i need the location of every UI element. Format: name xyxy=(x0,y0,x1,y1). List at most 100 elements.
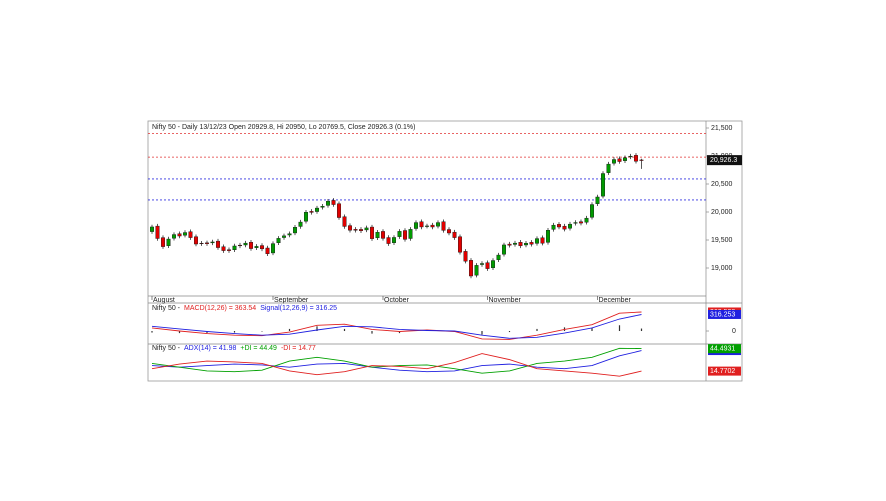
candle-body xyxy=(237,244,242,247)
x-tick-label: August xyxy=(153,297,175,304)
candle-body xyxy=(480,263,485,265)
y-tick-label: 0 xyxy=(732,328,736,335)
histogram-bar xyxy=(508,331,511,333)
candle-body xyxy=(491,260,496,268)
y-tick-label: 21,500 xyxy=(711,125,733,132)
histogram-bar xyxy=(398,331,401,334)
legend: Nifty 50 - MACD(12,26) = 363.54 Signal(12,… xyxy=(152,305,337,312)
candle-body xyxy=(177,233,182,237)
candle-body xyxy=(414,222,419,229)
candle-body xyxy=(188,231,193,238)
candle-body xyxy=(590,204,595,218)
y-tick-label: 20,000 xyxy=(711,209,733,216)
y-tick-label: 19,500 xyxy=(711,237,733,244)
candle-body xyxy=(210,241,215,244)
legend-title: Nifty 50 - xyxy=(152,345,181,352)
candle-body xyxy=(243,242,248,246)
histogram-bar xyxy=(233,331,236,333)
price-badge-label: 20,926.3 xyxy=(710,157,737,164)
value-badge xyxy=(708,366,741,376)
candle-body xyxy=(287,233,292,236)
indicator-line xyxy=(151,311,642,340)
candle-body xyxy=(232,245,237,251)
x-tick-label: September xyxy=(274,297,309,304)
candle-body xyxy=(628,155,633,158)
legend-entry: Signal(12,26,9) = 316.25 xyxy=(260,305,337,312)
histogram-bar xyxy=(316,326,318,332)
candle-body xyxy=(271,243,276,254)
candle-body xyxy=(171,234,176,239)
candle-body xyxy=(535,238,540,244)
histogram-bar xyxy=(481,331,483,335)
candle-body xyxy=(595,196,600,204)
candle-body xyxy=(276,238,281,244)
candle-body xyxy=(337,203,342,218)
indicator-line xyxy=(151,347,642,374)
candle-body xyxy=(221,246,226,251)
legend-entry: MACD(12,26) = 363.54 xyxy=(184,305,256,312)
legend-title: Nifty 50 - xyxy=(152,305,181,312)
candle-body xyxy=(551,224,556,230)
candle-body xyxy=(634,155,639,162)
candle-body xyxy=(149,226,154,232)
candle-body xyxy=(364,227,369,231)
candle-body xyxy=(298,221,303,227)
candle-body xyxy=(397,231,402,237)
candle-body xyxy=(386,237,391,244)
candle-body xyxy=(601,173,606,197)
candle-body xyxy=(579,221,584,224)
candle-body xyxy=(381,231,386,239)
histogram-bar xyxy=(618,325,621,332)
candle-body xyxy=(359,229,364,231)
candle-body xyxy=(265,247,270,254)
candle-body xyxy=(293,227,298,234)
candle-body xyxy=(485,262,490,269)
candle-body xyxy=(282,235,287,238)
x-tick-label: November xyxy=(489,297,522,304)
candle-body xyxy=(441,221,446,231)
legend: Nifty 50 - ADX(14) = 41.98 +DI = 44.49 -DI … xyxy=(152,345,316,352)
candle-body xyxy=(331,200,336,205)
indicator-line xyxy=(151,314,642,339)
histogram-bar xyxy=(206,331,208,334)
candle-body xyxy=(474,265,479,276)
candle-body xyxy=(562,225,567,230)
candle-body xyxy=(463,251,468,262)
indicator-line xyxy=(151,350,642,373)
y-tick-label: 19,000 xyxy=(711,265,733,272)
candle-body xyxy=(524,242,529,246)
candle-body xyxy=(469,260,474,277)
histogram-bar xyxy=(371,331,373,334)
candle-body xyxy=(507,243,512,246)
legend-entry: ADX(14) = 41.98 xyxy=(184,345,236,352)
candle-body xyxy=(502,244,507,255)
candle-body xyxy=(199,242,204,244)
candle-body xyxy=(166,238,171,246)
histogram-bar xyxy=(288,328,291,332)
candle-body xyxy=(419,221,424,228)
candle-body xyxy=(375,232,380,239)
candle-body xyxy=(254,246,259,248)
candle-body xyxy=(370,226,375,239)
candle-body xyxy=(513,242,518,245)
candle-body xyxy=(155,225,160,239)
candle-body xyxy=(496,254,501,260)
candle-body xyxy=(304,212,309,222)
price-badge xyxy=(707,155,742,166)
indicator-line xyxy=(151,353,642,377)
histogram-bar xyxy=(536,328,538,332)
histogram-bar xyxy=(640,328,643,332)
candle-body xyxy=(315,207,320,212)
value-badge-label: 44.4931 xyxy=(710,345,735,352)
value-badge-label: 14.7702 xyxy=(710,368,735,375)
candle-body xyxy=(546,229,551,243)
candle-body xyxy=(182,232,187,236)
candle-body xyxy=(260,245,265,250)
histogram-bar xyxy=(178,331,181,334)
histogram-bar xyxy=(343,328,346,332)
value-badge xyxy=(708,344,741,354)
candle-body xyxy=(193,236,198,245)
candle-body xyxy=(348,225,353,231)
